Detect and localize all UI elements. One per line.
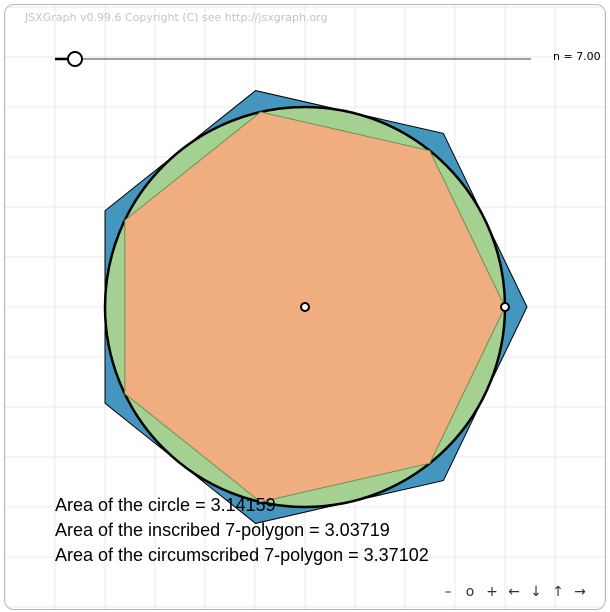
jsxgraph-board[interactable]: JSXGraph v0.99.6 Copyright (C) see http:… — [4, 4, 606, 610]
inscribed-area-text: Area of the inscribed 7-polygon = 3.0371… — [55, 520, 390, 540]
zoom-out-button[interactable]: – — [444, 584, 452, 600]
slider-label-value: 7.00 — [576, 50, 601, 63]
pan-right-button[interactable]: → — [574, 584, 586, 600]
slider-label-prefix: n = — [553, 50, 577, 63]
pan-down-button[interactable]: ↓ — [530, 584, 542, 600]
pan-left-button[interactable]: ← — [508, 584, 520, 600]
navigation-bar: – o + ← ↓ ↑ → — [437, 584, 591, 600]
slider-handle[interactable] — [67, 51, 83, 67]
circumscribed-area-text: Area of the circumscribed 7-polygon = 3.… — [55, 545, 429, 565]
circle-area-text: Area of the circle = 3.14159 — [55, 495, 276, 515]
slider-value-label: n = 7.00 — [553, 50, 601, 63]
copyright-text: JSXGraph v0.99.6 Copyright (C) see http:… — [25, 11, 328, 24]
geometry-canvas[interactable] — [5, 5, 605, 609]
pan-up-button[interactable]: ↑ — [552, 584, 564, 600]
radius-point[interactable] — [500, 302, 510, 312]
inscribed-polygon — [124, 111, 506, 503]
center-point[interactable] — [300, 302, 310, 312]
zoom-reset-button[interactable]: o — [465, 584, 475, 600]
zoom-in-button[interactable]: + — [486, 584, 498, 600]
